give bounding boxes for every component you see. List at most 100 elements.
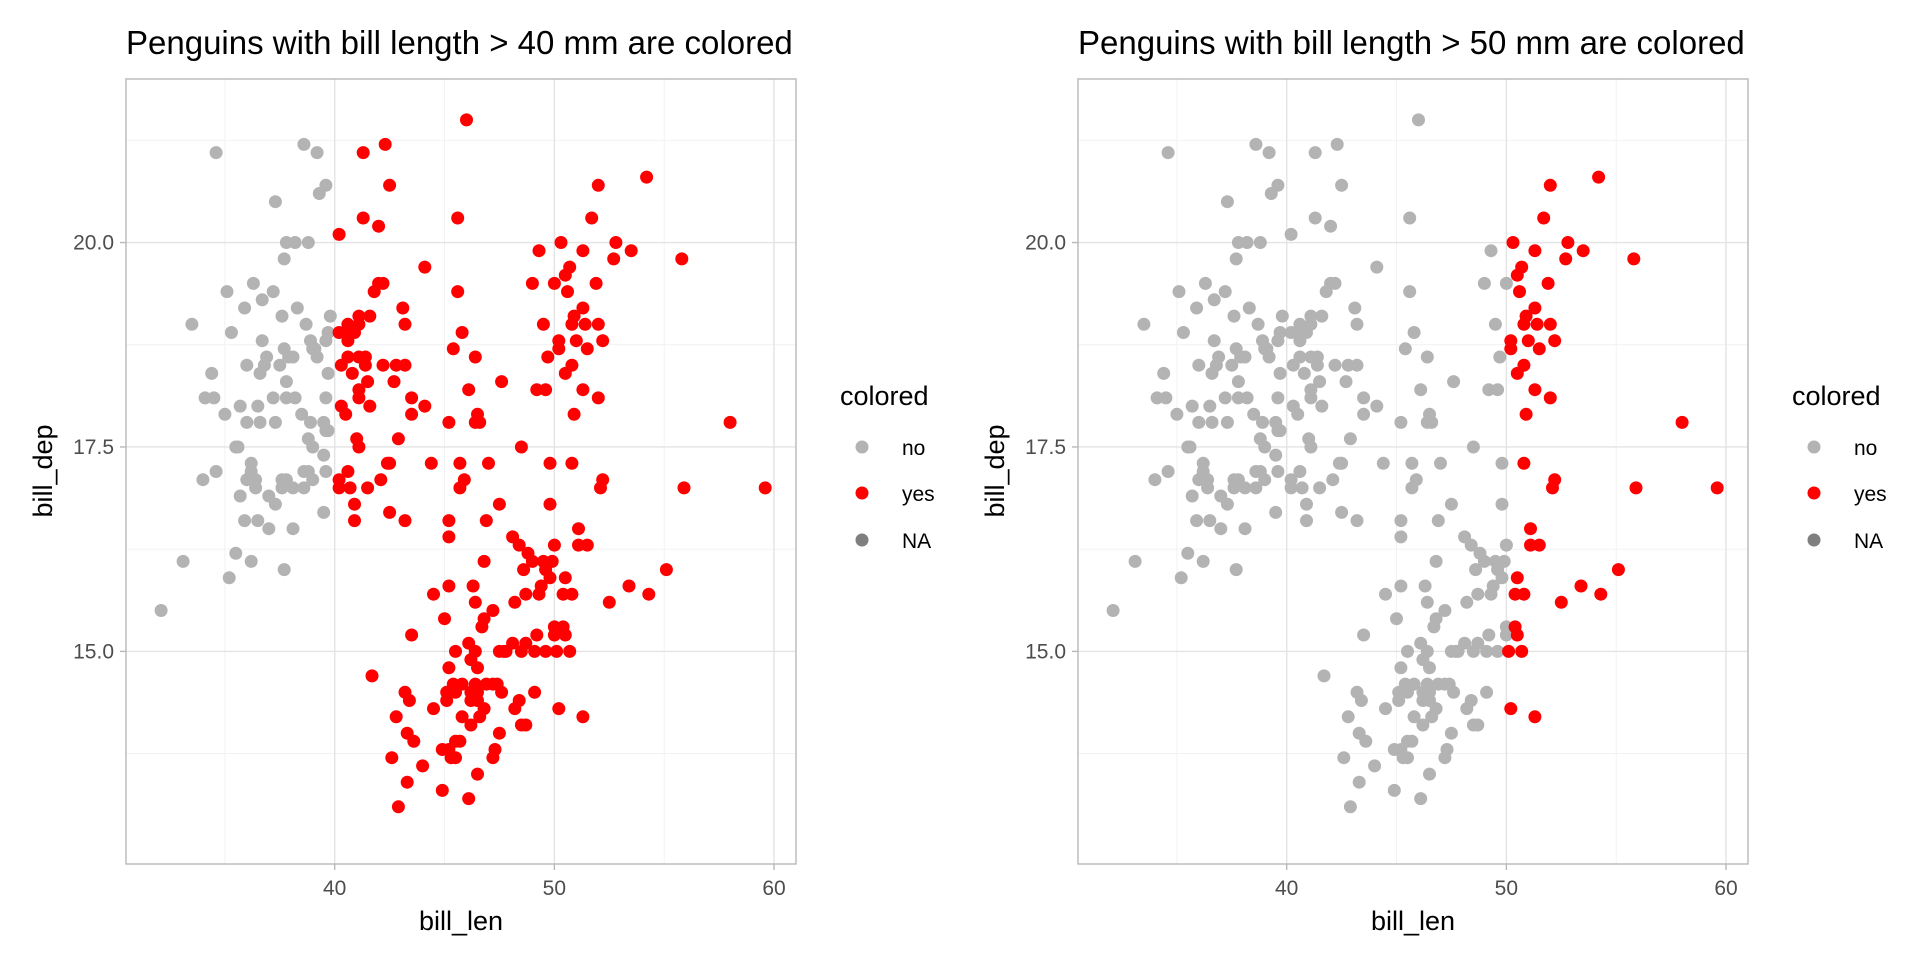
data-point — [1543, 391, 1557, 405]
data-point — [1251, 317, 1265, 331]
data-point — [1185, 399, 1199, 413]
data-point — [339, 407, 353, 421]
legend-2: colored no yes NA — [1792, 381, 1887, 553]
data-point — [1284, 227, 1298, 241]
data-point — [297, 481, 311, 495]
data-point — [1379, 702, 1392, 716]
data-point — [207, 391, 221, 405]
data-point — [451, 211, 465, 225]
data-point — [1460, 595, 1474, 609]
data-point — [1517, 358, 1531, 372]
data-point — [640, 170, 654, 184]
legend-title-2: colored — [1792, 381, 1881, 411]
data-point — [310, 350, 324, 364]
data-point — [400, 775, 414, 789]
data-point — [442, 661, 456, 675]
data-point — [1497, 554, 1511, 568]
data-point — [455, 326, 469, 339]
data-point — [457, 473, 471, 487]
data-point — [1368, 759, 1382, 773]
data-point — [385, 751, 399, 765]
data-point — [1357, 407, 1371, 421]
data-point — [468, 644, 482, 658]
data-point — [1710, 481, 1724, 495]
data-point — [1262, 350, 1276, 364]
x-axis-title-2: bill_len — [1371, 906, 1455, 936]
data-point — [624, 244, 638, 258]
data-point — [341, 465, 355, 478]
data-point — [492, 497, 506, 511]
panel-border-1 — [125, 78, 797, 865]
data-point — [240, 358, 254, 372]
data-point — [398, 358, 412, 372]
data-point — [260, 350, 274, 364]
data-point — [238, 514, 252, 528]
data-point — [1339, 375, 1353, 389]
data-point — [383, 505, 397, 519]
gridlines-1 — [126, 79, 796, 864]
data-point — [1192, 415, 1206, 429]
data-point — [220, 285, 234, 299]
data-point — [1548, 473, 1562, 487]
data-point — [525, 276, 539, 290]
data-point — [1273, 424, 1287, 438]
data-point — [1148, 473, 1162, 487]
data-point — [1370, 399, 1384, 413]
data-point — [1190, 514, 1204, 528]
data-point — [1444, 497, 1458, 511]
data-point — [565, 587, 579, 601]
data-point — [424, 456, 438, 470]
data-point — [356, 211, 370, 225]
data-point — [1159, 391, 1173, 405]
data-point — [1313, 375, 1327, 389]
data-point — [576, 301, 590, 315]
data-point — [1291, 407, 1305, 421]
data-point — [569, 334, 583, 348]
data-point — [1429, 702, 1443, 716]
data-point — [416, 759, 430, 773]
data-point — [1482, 628, 1496, 642]
legend-label-yes: yes — [1854, 483, 1887, 506]
data-point — [1407, 710, 1421, 724]
data-point — [1574, 579, 1588, 593]
legend-label-na: NA — [1854, 530, 1883, 553]
data-point — [295, 407, 309, 421]
data-point — [1304, 309, 1318, 323]
data-point — [1196, 554, 1210, 568]
data-point — [519, 718, 533, 732]
x-tick-label: 40 — [1275, 877, 1298, 900]
data-point — [462, 383, 476, 397]
data-point — [319, 465, 333, 478]
data-point — [576, 383, 590, 397]
data-point — [1423, 685, 1436, 699]
data-point — [1227, 309, 1241, 323]
data-point — [1310, 350, 1324, 364]
data-point — [1530, 317, 1544, 331]
data-point — [519, 636, 533, 650]
data-point — [1477, 276, 1491, 290]
data-point — [1207, 293, 1221, 307]
legend-swatch-na — [1807, 533, 1821, 547]
data-point — [1161, 465, 1175, 478]
data-point — [317, 448, 331, 462]
data-point — [532, 244, 546, 258]
data-point — [1240, 391, 1254, 405]
data-point — [1304, 440, 1318, 454]
data-point — [176, 554, 190, 568]
data-point — [1359, 734, 1373, 748]
data-point — [1324, 219, 1338, 233]
data-point — [541, 350, 555, 364]
data-point — [547, 276, 561, 290]
data-point — [286, 481, 300, 495]
data-point — [547, 538, 561, 552]
chart-panel-1: Penguins with bill length > 40 mm are co… — [28, 24, 935, 936]
data-point — [1458, 636, 1472, 650]
data-point — [185, 317, 199, 331]
data-point — [446, 342, 460, 356]
data-point — [1611, 563, 1625, 577]
data-point — [563, 644, 577, 658]
data-point — [495, 375, 509, 389]
legend-1: colored no yes NA — [840, 381, 935, 553]
data-point — [558, 628, 572, 642]
